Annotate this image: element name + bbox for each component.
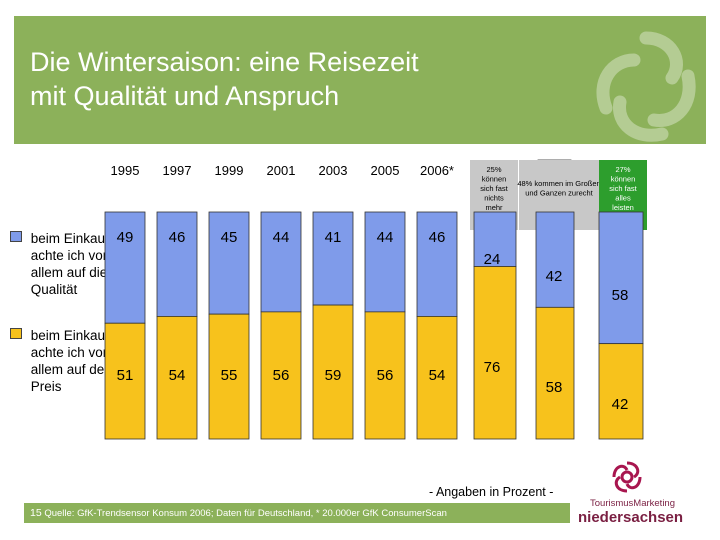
breakdown-caption-2: 27% können sich fast alles leisten: [609, 165, 637, 212]
category-label-3: 2001: [267, 163, 296, 178]
bar-price-6: [416, 316, 458, 440]
category-label-6: 2006*: [420, 163, 454, 178]
unit-note: - Angaben in Prozent -: [429, 485, 554, 499]
title-line-2: mit Qualität und Anspruch: [30, 81, 340, 111]
category-label-5: 2005: [371, 163, 400, 178]
breakdown-bar-quality-2: [598, 211, 644, 345]
category-label-4: 2003: [319, 163, 348, 178]
legend-swatch-quality: [10, 231, 22, 242]
bar-price-2: [208, 313, 250, 440]
legend-item-quality: beim Einkaufen achte ich vor allem auf d…: [10, 230, 126, 298]
footer-text: 15 Quelle: GfK-Trendsensor Konsum 2006; …: [30, 507, 447, 519]
bar-quality-1: [156, 211, 198, 317]
breakdown-bar-price-0: [473, 266, 517, 440]
bar-quality-0: [104, 211, 146, 324]
breakdown-bar-price-2: [598, 343, 644, 440]
breakdown-value-quality-2: 58: [612, 287, 629, 304]
bar-price-0: [104, 322, 146, 440]
value-label-price-2: 55: [221, 367, 238, 384]
breakdown-bar-price-1: [535, 306, 575, 440]
breakdown-value-price-1: 58: [546, 379, 563, 396]
value-label-quality-3: 44: [273, 229, 290, 246]
breakdown-bar-quality-0: [473, 211, 517, 267]
legend-label-price: beim Einkaufen achte ich vor allem auf d…: [30, 328, 124, 394]
source-note: Quelle: GfK-Trendsensor Konsum 2006; Dat…: [44, 508, 447, 519]
breakdown-caption-1: 48% kommen im Großen und Ganzen zurecht: [517, 179, 600, 198]
value-label-price-4: 59: [325, 367, 342, 384]
value-label-price-6: 54: [429, 367, 446, 384]
value-label-price-5: 56: [377, 367, 394, 384]
value-label-quality-5: 44: [377, 229, 394, 246]
value-label-quality-6: 46: [429, 229, 446, 246]
value-label-quality-0: 49: [117, 229, 134, 246]
breakdown-value-quality-1: 42: [546, 268, 563, 285]
brand-flower-icon: [612, 461, 642, 493]
brand-name-line-2: niedersachsen: [578, 509, 684, 526]
category-label-2: 1999: [215, 163, 244, 178]
category-label-1: 1997: [163, 163, 192, 178]
brand-logo: [572, 455, 682, 529]
legend-label-quality: beim Einkaufen achte ich vor allem auf d…: [30, 231, 124, 297]
bar-quality-3: [260, 211, 302, 313]
value-label-quality-2: 45: [221, 229, 238, 246]
title-line-1: Die Wintersaison: eine Reisezeit: [30, 47, 419, 77]
bar-quality-2: [208, 211, 250, 315]
bar-quality-5: [364, 211, 406, 313]
bar-quality-6: [416, 211, 458, 317]
category-label-0: 1995: [111, 163, 140, 178]
breakdown-bar-quality-1: [535, 211, 575, 308]
breakdown-value-price-0: 76: [484, 359, 501, 376]
swirl-logo-icon: [596, 31, 696, 142]
brand-name-line-1: TourismusMarketing: [590, 498, 675, 509]
value-label-price-3: 56: [273, 367, 290, 384]
value-label-price-1: 54: [169, 367, 186, 384]
breakdown-value-quality-0: 24: [484, 251, 501, 268]
footer-bar: [24, 503, 570, 523]
value-label-quality-4: 41: [325, 229, 342, 246]
breakdown-value-price-2: 42: [612, 396, 629, 413]
header-banner: [14, 16, 706, 144]
legend-swatch-price: [10, 328, 22, 339]
value-label-quality-1: 46: [169, 229, 186, 246]
page-title: Die Wintersaison: eine Reisezeit mit Qua…: [30, 45, 590, 113]
value-label-price-0: 51: [117, 367, 134, 384]
page-number: 15: [30, 507, 42, 519]
bar-quality-4: [312, 211, 354, 306]
bar-price-3: [260, 311, 302, 440]
legend-item-price: beim Einkaufen achte ich vor allem auf d…: [10, 327, 126, 395]
bar-price-5: [364, 311, 406, 440]
bar-price-4: [312, 304, 354, 440]
bar-price-1: [156, 316, 198, 440]
